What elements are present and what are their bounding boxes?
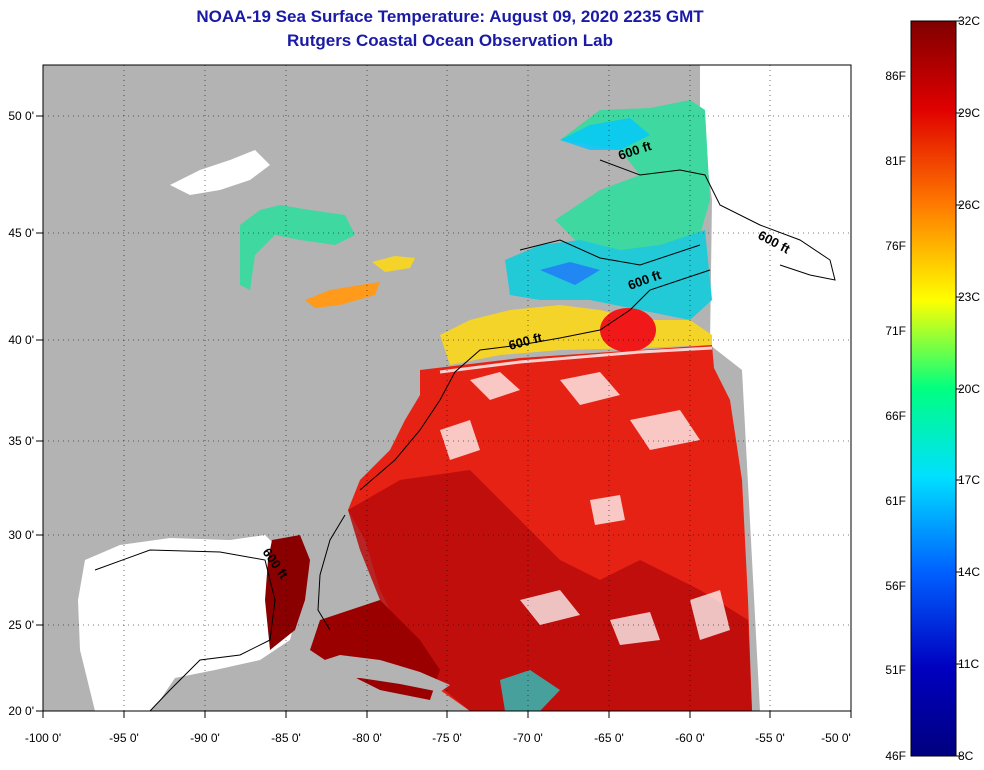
swath-seam: [439, 346, 713, 374]
lon-label-75: -75 0': [432, 731, 462, 745]
sst-atlantic-hot: [348, 470, 752, 711]
cb-c-20: 20C: [958, 382, 980, 396]
lon-label-55: -55 0': [755, 731, 785, 745]
gulf-of-mexico-nodata: [78, 535, 300, 711]
cb-f-71: 71F: [885, 324, 906, 338]
contour-atlantic-shelf: [359, 269, 711, 491]
bathymetry-contours: [94, 159, 836, 711]
map-subtitle: Rutgers Coastal Ocean Observation Lab: [287, 31, 613, 50]
contour-newfoundland: [599, 159, 836, 281]
cb-f-81: 81F: [885, 154, 906, 168]
sst-clouds: [440, 372, 730, 645]
lake-erie: [305, 282, 380, 308]
lat-axis: [36, 115, 43, 712]
colorbar: [910, 20, 957, 757]
lat-label-30: 30 0': [8, 528, 34, 542]
sst-warm-eddy: [600, 308, 656, 352]
lon-label-100: -100 0': [25, 731, 61, 745]
cb-f-66: 66F: [885, 409, 906, 423]
sst-gulf-maine-blue: [540, 262, 600, 285]
cb-f-56: 56F: [885, 579, 906, 593]
cb-c-17: 17C: [958, 473, 980, 487]
lat-label-45: 45 0': [8, 226, 34, 240]
sst-florida-strait: [265, 535, 310, 650]
lat-label-50: 50 0': [8, 109, 34, 123]
lon-label-95: -95 0': [109, 731, 139, 745]
lat-label-25: 25 0': [8, 618, 34, 632]
cb-c-29: 29C: [958, 106, 980, 120]
contour-gulf: [94, 549, 276, 711]
cb-f-86: 86F: [885, 69, 906, 83]
lon-label-80: -80 0': [352, 731, 382, 745]
sst-gulf-st-lawrence-cool: [560, 118, 650, 150]
lon-label-50: -50 0': [821, 731, 851, 745]
lake-michigan-huron: [240, 205, 355, 290]
nodata-atlantic-east: [700, 65, 851, 711]
cb-c-14: 14C: [958, 565, 980, 579]
lake-ontario: [372, 256, 415, 272]
cb-f-61: 61F: [885, 494, 906, 508]
lat-label-20: 20 0': [8, 704, 34, 718]
cb-c-32: 32C: [958, 14, 980, 28]
cb-f-46: 46F: [885, 749, 906, 763]
cb-f-76: 76F: [885, 239, 906, 253]
lon-label-70: -70 0': [513, 731, 543, 745]
sst-caribbean-cool: [500, 670, 560, 711]
sst-gulf-maine: [505, 230, 712, 320]
cb-c-26: 26C: [958, 198, 980, 212]
lon-label-90: -90 0': [190, 731, 220, 745]
colorbar-ticks: [956, 20, 962, 757]
cb-f-51: 51F: [885, 663, 906, 677]
yucatan-land: [195, 670, 245, 711]
map-title: NOAA-19 Sea Surface Temperature: August …: [196, 7, 704, 26]
lon-label-60: -60 0': [675, 731, 705, 745]
cb-c-23: 23C: [958, 290, 980, 304]
cuba-land: [300, 655, 450, 692]
lon-axis: [42, 711, 852, 718]
lake-superior: [170, 150, 270, 195]
lon-label-85: -85 0': [271, 731, 301, 745]
lon-label-65: -65 0': [594, 731, 624, 745]
cb-c-11: 11C: [958, 657, 979, 671]
contour-florida: [317, 514, 346, 631]
contour-gulf-maine: [519, 239, 701, 266]
lat-label-40: 40 0': [8, 333, 34, 347]
lat-label-35: 35 0': [8, 434, 34, 448]
cb-c-8: 8C: [958, 749, 974, 763]
